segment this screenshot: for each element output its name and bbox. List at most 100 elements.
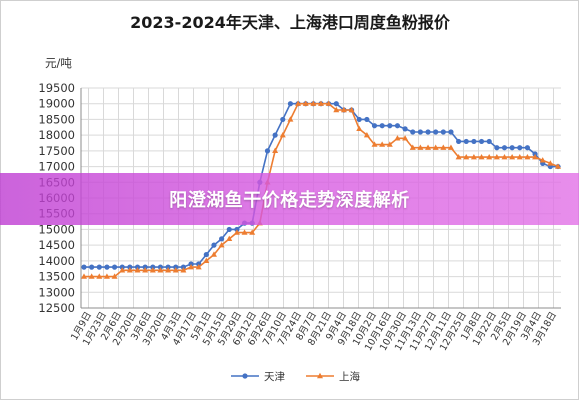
data-point: [218, 241, 225, 248]
data-point: [203, 257, 210, 264]
data-point: [210, 251, 217, 257]
data-point: [402, 126, 408, 132]
data-point: [249, 229, 256, 235]
data-point: [295, 100, 302, 106]
data-point: [142, 267, 149, 273]
series-上海: [81, 100, 561, 279]
data-point: [524, 153, 531, 160]
data-point: [89, 264, 95, 270]
data-point: [226, 226, 232, 233]
data-point: [539, 157, 546, 163]
data-point: [111, 273, 118, 279]
y-tick-label: 18000: [38, 128, 75, 142]
data-point: [470, 153, 477, 160]
data-point: [425, 144, 432, 150]
data-point: [287, 101, 294, 107]
y-tick-label: 14000: [38, 254, 75, 268]
data-point: [486, 153, 493, 160]
data-point: [241, 229, 248, 235]
data-point: [233, 229, 240, 235]
y-tick-label: 13000: [38, 285, 75, 299]
data-point: [272, 147, 279, 154]
data-point: [149, 267, 156, 273]
data-point: [447, 144, 454, 150]
data-point: [119, 267, 126, 273]
data-point: [379, 123, 385, 129]
data-point: [81, 273, 87, 279]
data-point: [494, 145, 500, 151]
data-point: [555, 163, 561, 169]
data-point: [134, 267, 141, 273]
data-point: [371, 141, 378, 147]
y-axis-unit-label: 元/吨: [45, 56, 72, 70]
x-axis-ticks: 1月9日1月23日2月6日2月20日3月6日3月20日4月3日4月17日5月1日…: [69, 310, 559, 353]
data-point: [340, 106, 347, 113]
y-tick-label: 12500: [38, 301, 75, 315]
data-point: [387, 123, 393, 129]
data-point: [264, 148, 271, 154]
data-point: [172, 267, 179, 273]
data-point: [279, 131, 286, 138]
y-tick-label: 19000: [38, 97, 75, 111]
data-point: [417, 129, 423, 135]
legend: 天津 上海: [231, 370, 360, 383]
data-point: [417, 144, 424, 150]
data-point: [195, 263, 202, 270]
data-point: [425, 129, 431, 135]
data-point: [325, 100, 332, 106]
data-point: [409, 144, 416, 150]
data-point: [81, 264, 87, 270]
y-tick-label: 19500: [38, 81, 75, 95]
data-point: [448, 129, 454, 135]
data-point: [402, 135, 409, 141]
y-tick-label: 14500: [38, 238, 75, 252]
data-point: [318, 100, 324, 106]
data-point: [96, 273, 103, 279]
legend-label: 天津: [264, 371, 285, 383]
data-point: [180, 267, 187, 273]
data-point: [478, 138, 485, 145]
data-point: [509, 145, 515, 151]
data-point: [356, 125, 363, 132]
data-point: [287, 116, 294, 122]
data-point: [126, 267, 133, 273]
data-point: [493, 153, 500, 160]
data-point: [517, 145, 523, 151]
data-point: [96, 264, 102, 270]
data-point: [471, 138, 477, 145]
data-point: [478, 153, 485, 160]
legend-item-上海: 上海: [306, 370, 360, 383]
data-point: [394, 135, 401, 141]
data-point: [371, 123, 378, 129]
data-point: [379, 141, 386, 147]
data-point: [157, 267, 164, 273]
data-point: [486, 138, 492, 145]
data-point: [364, 116, 370, 123]
series-lines: [81, 100, 561, 279]
y-tick-label: 13500: [38, 270, 75, 284]
data-point: [333, 106, 340, 113]
data-point: [455, 153, 462, 160]
data-point: [456, 138, 462, 145]
data-point: [410, 129, 416, 135]
data-point: [440, 129, 446, 135]
y-tick-label: 17500: [38, 144, 75, 158]
data-point: [188, 263, 195, 270]
data-point: [432, 144, 439, 150]
data-point: [363, 131, 370, 138]
data-point: [104, 264, 110, 270]
data-point: [501, 153, 508, 160]
data-point: [219, 236, 225, 242]
data-point: [463, 138, 469, 145]
data-point: [509, 153, 516, 160]
legend-marker: [242, 373, 248, 379]
legend-label: 上海: [339, 370, 360, 383]
legend-item-天津: 天津: [231, 371, 285, 383]
data-point: [211, 242, 217, 248]
data-point: [394, 123, 401, 129]
data-point: [111, 264, 118, 270]
data-point: [356, 116, 362, 123]
data-point: [333, 101, 339, 107]
data-point: [501, 145, 508, 151]
data-point: [310, 100, 317, 106]
